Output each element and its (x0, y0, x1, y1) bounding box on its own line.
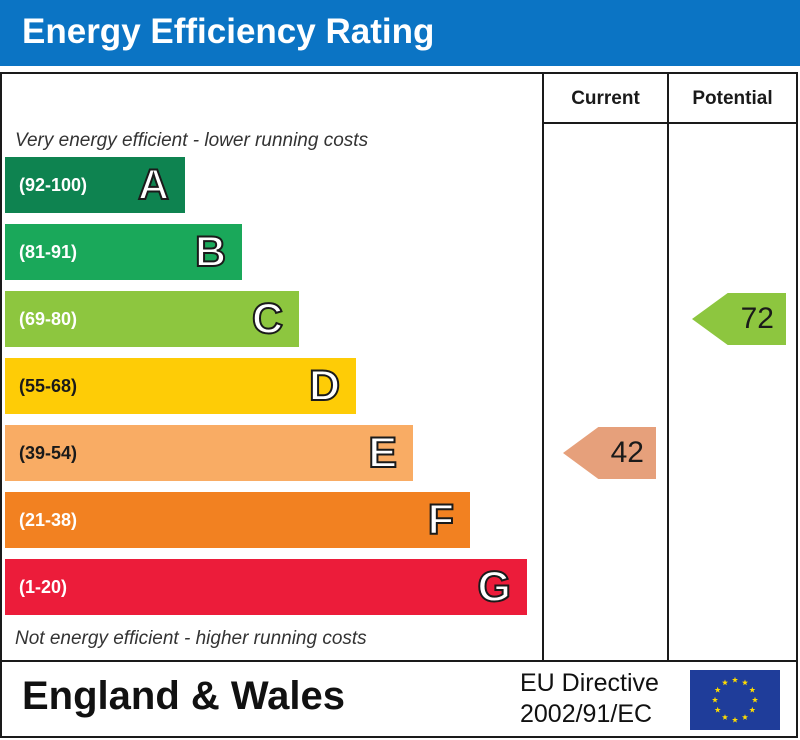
band-range-label: (81-91) (19, 242, 78, 262)
eu-star-icon (731, 716, 739, 723)
eu-star-icon (714, 706, 721, 713)
band-g: (1-20) G (5, 559, 527, 615)
chart-frame (0, 72, 798, 738)
current-rating-value: 42 (610, 436, 644, 469)
eu-star-icon (721, 714, 729, 720)
chart-title: Energy Efficiency Rating (22, 12, 435, 51)
divider-current-left (542, 74, 544, 662)
eu-directive: EU Directive 2002/91/EC (520, 668, 680, 730)
band-range-label: (92-100) (19, 175, 88, 195)
bottom-note: Not energy efficient - higher running co… (15, 628, 367, 649)
band-a: (92-100) A (5, 157, 185, 213)
column-header-current: Current (571, 88, 640, 109)
eu-star-icon (731, 676, 739, 683)
band-b: (81-91) B (5, 224, 242, 280)
divider-current-right (667, 74, 669, 662)
current-rating-arrow: 42 (563, 427, 656, 479)
band-d: (55-68) D (5, 358, 356, 414)
divider-footer (0, 660, 798, 662)
directive-line-1: EU Directive (520, 669, 659, 697)
top-note: Very energy efficient - lower running co… (15, 130, 369, 151)
band-c: (69-80) C (5, 291, 299, 347)
eu-star-icon (714, 686, 721, 693)
band-range-label: (39-54) (19, 443, 78, 463)
eu-star-icon (749, 706, 756, 713)
band-range-label: (21-38) (19, 510, 78, 530)
band-letter: E (367, 428, 398, 478)
band-e: (39-54) E (5, 425, 413, 481)
eu-star-icon (741, 679, 749, 686)
directive-line-2: 2002/91/EC (520, 700, 653, 728)
region-label: England & Wales (22, 674, 346, 718)
band-letter: F (427, 495, 455, 545)
divider-header-row (542, 122, 798, 124)
eu-star-icon (741, 714, 749, 720)
band-range-label: (1-20) (19, 577, 68, 597)
band-letter: G (477, 562, 512, 612)
band-range-label: (69-80) (19, 309, 78, 329)
potential-rating-arrow: 72 (692, 293, 786, 345)
eu-star-icon (751, 696, 759, 703)
column-header-potential: Potential (692, 88, 773, 109)
band-range-label: (55-68) (19, 376, 78, 396)
eu-star-icon (749, 686, 756, 693)
header-bar: Energy Efficiency Rating (0, 0, 800, 66)
band-f: (21-38) F (5, 492, 470, 548)
band-letter: B (194, 227, 227, 277)
eu-star-icon (711, 696, 719, 703)
eu-flag-icon (690, 670, 780, 730)
band-letter: A (137, 160, 170, 210)
eu-star-icon (721, 679, 729, 686)
potential-rating-value: 72 (740, 302, 774, 335)
band-letter: D (308, 361, 341, 411)
band-letter: C (251, 294, 284, 344)
